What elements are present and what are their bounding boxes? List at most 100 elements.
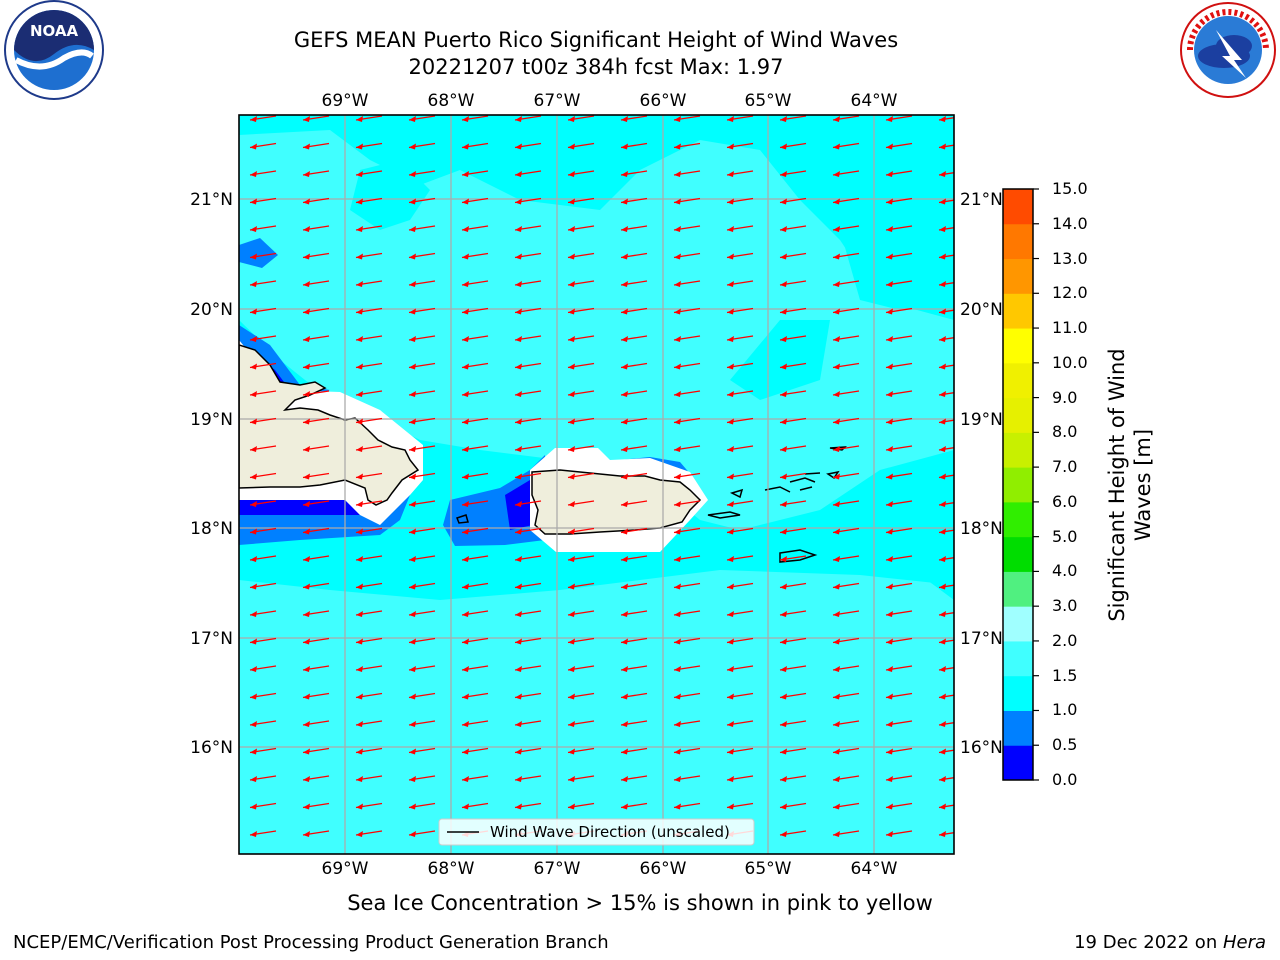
wave-direction-arrowhead [780,336,787,342]
lat-label-left: 16°N [190,738,233,758]
wave-direction-arrowhead [303,748,310,755]
wave-direction-arrowhead [886,418,893,425]
colorbar-title: Significant Height of Wind Waves [m] [1105,348,1155,622]
lat-label-left: 18°N [190,519,233,539]
wave-direction-arrowhead [674,143,681,150]
lat-label-right: 20°N [960,300,1003,320]
wave-direction-arrowhead [303,418,310,425]
map-legend: Wind Wave Direction (unscaled) [438,818,755,846]
wave-direction-arrowhead [727,473,734,480]
wave-direction-arrowhead [780,253,787,260]
wave-direction-arrowhead [621,198,628,205]
wave-direction-arrowhead [515,198,522,205]
wave-direction-arrowhead [833,363,840,370]
wave-direction-arrowhead [568,116,575,122]
chart-title: GEFS MEAN Puerto Rico Significant Height… [293,28,899,52]
colorbar-tick-label: 0.0 [1052,770,1078,789]
wave-direction-arrowhead [886,226,893,232]
wave-direction-arrowhead [886,556,893,562]
wave-direction-arrowhead [462,721,469,727]
wave-direction-arrowhead [568,336,575,342]
wave-field-low-nw [239,238,278,268]
wave-direction-arrowhead [674,638,681,645]
wave-direction-arrowhead [356,143,363,150]
wave-direction-arrowhead [621,226,628,232]
wave-direction-arrowhead [303,363,310,370]
wave-direction-arrowhead [462,363,469,370]
colorbar-tick-label: 11.0 [1052,318,1088,338]
wave-direction-arrowhead [621,308,628,315]
colorbar-segment [1003,293,1033,329]
wave-direction-arrowhead [409,611,416,617]
wave-direction-arrowhead [727,748,734,755]
wave-direction-arrowhead [356,583,363,590]
wave-direction-arrowhead [939,281,946,287]
noaa-logo-text: NOAA [30,22,79,40]
wave-direction-arrowhead [886,391,893,397]
wave-direction-arrowhead [250,363,257,370]
wave-direction-arrowhead [250,721,257,727]
wave-direction-arrowhead [674,308,681,315]
lat-label-right: 21°N [960,190,1003,210]
wave-direction-arrowhead [462,281,469,287]
wave-direction-arrowhead [939,583,946,590]
wave-direction-arrowhead [674,336,681,342]
lat-label-right: 17°N [960,629,1003,649]
wave-direction-arrowhead [780,198,787,205]
colorbar-tick-label: 5.0 [1052,526,1078,546]
wave-direction-arrowhead [780,226,787,232]
sea-ice-note: Sea Ice Concentration > 15% is shown in … [347,891,933,915]
wave-direction-arrowhead [833,666,840,672]
wave-direction-arrowhead [621,638,628,645]
wave-direction-arrowhead [250,666,257,672]
wave-direction-arrowhead [409,666,416,672]
wave-direction-arrowhead [568,583,575,590]
wave-direction-arrowhead [780,556,787,562]
wave-direction-arrowhead [568,501,575,507]
wave-direction-arrowhead [674,391,681,397]
wave-direction-arrowhead [303,308,310,315]
wave-direction-arrowhead [568,198,575,205]
graticule [239,115,954,854]
land-hispaniola [239,344,420,506]
colorbar [1003,189,1033,781]
wave-direction-arrowhead [303,501,310,507]
wave-direction-arrowhead [939,446,946,452]
lat-label-right: 18°N [960,519,1003,539]
wave-direction-arrowhead [250,776,257,782]
wave-direction-arrowhead [780,363,787,370]
wave-direction-arrowhead [939,253,946,260]
wave-direction-arrowhead [409,721,416,727]
wave-direction-arrowhead [568,281,575,287]
wave-direction-arrowhead [674,253,681,260]
wave-direction-arrowhead [409,556,416,562]
wave-direction-arrowhead [356,171,363,177]
wave-direction-arrowhead [780,638,787,645]
wave-direction-arrowhead [356,693,363,700]
wave-direction-arrowhead [833,281,840,287]
colorbar-tick-label: 14.0 [1052,213,1088,233]
wave-direction-arrowhead [939,776,946,782]
wave-direction-arrowhead [303,171,310,177]
wave-direction-arrowhead [250,528,257,535]
wave-direction-arrowhead [303,143,310,150]
wave-direction-arrowhead [833,831,840,837]
wave-field-high-south [239,545,954,854]
colorbar-tick-label: 6.0 [1052,491,1078,511]
wave-direction-arrowhead [568,803,575,810]
wave-direction-arrowhead [886,116,893,122]
wave-direction-arrowhead [886,446,893,452]
wave-direction-arrowhead [303,253,310,260]
wave-direction-arrowhead [515,473,522,480]
colorbar-frame [1002,188,1034,781]
wave-direction-arrowhead [727,116,734,122]
wave-direction-arrowhead [303,831,310,837]
wave-direction-arrowhead [939,198,946,205]
wave-direction-arrowhead [674,721,681,727]
wave-direction-arrowhead [409,803,416,810]
wave-direction-arrowhead [833,748,840,755]
land-mona-island [456,514,469,524]
wave-direction-arrowhead [462,501,469,507]
wave-direction-arrowhead [727,308,734,315]
